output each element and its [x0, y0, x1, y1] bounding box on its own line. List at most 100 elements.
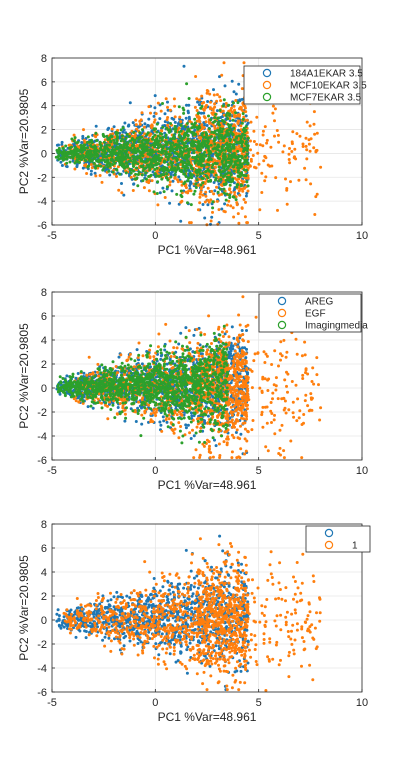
point	[304, 136, 308, 140]
point	[141, 139, 144, 143]
point	[290, 150, 294, 153]
point	[216, 117, 220, 120]
point	[86, 152, 90, 156]
point	[235, 185, 239, 189]
point	[246, 184, 250, 188]
legend-entry: MCF7EKAR 3.5	[290, 93, 362, 104]
point	[65, 374, 69, 378]
point	[237, 189, 241, 193]
point	[166, 123, 170, 127]
point	[215, 109, 219, 113]
point	[185, 148, 189, 152]
point	[211, 163, 215, 167]
point	[246, 189, 250, 193]
point	[193, 189, 197, 193]
point	[229, 204, 233, 208]
point	[140, 362, 144, 366]
point	[180, 150, 184, 154]
point	[163, 112, 167, 116]
point	[179, 219, 183, 223]
point	[86, 156, 90, 160]
point	[284, 177, 287, 181]
point	[59, 160, 63, 164]
point	[164, 155, 168, 159]
point	[206, 167, 210, 171]
point	[80, 141, 84, 144]
point	[81, 166, 85, 170]
point	[242, 186, 246, 190]
point	[233, 115, 237, 119]
point	[138, 119, 142, 123]
point	[94, 131, 98, 135]
point	[189, 189, 193, 193]
point	[193, 156, 197, 160]
point	[244, 114, 248, 118]
point	[173, 150, 177, 154]
point	[156, 180, 160, 184]
point	[236, 120, 240, 124]
point	[94, 164, 98, 168]
point	[209, 100, 212, 104]
point	[138, 156, 142, 160]
point	[232, 126, 236, 130]
point	[138, 122, 142, 126]
point	[215, 99, 219, 103]
point	[111, 145, 115, 149]
point	[215, 132, 219, 136]
point	[91, 145, 95, 149]
point	[90, 154, 93, 158]
point	[57, 146, 61, 150]
point	[127, 123, 131, 127]
point	[149, 174, 152, 178]
point	[219, 150, 223, 154]
point	[196, 147, 200, 151]
point	[189, 203, 193, 207]
point	[245, 118, 249, 122]
point	[131, 154, 135, 158]
point	[216, 222, 220, 226]
point	[186, 191, 190, 195]
point	[132, 182, 136, 186]
y-tick-label: -4	[37, 196, 47, 208]
x-tick-label: 0	[152, 230, 158, 242]
point	[217, 165, 221, 169]
point	[202, 167, 206, 171]
point	[230, 153, 234, 157]
point	[205, 91, 209, 95]
point	[165, 175, 169, 179]
point	[228, 188, 232, 192]
point	[235, 141, 239, 145]
point	[244, 125, 248, 128]
point	[192, 434, 196, 438]
y-tick-label: -6	[37, 220, 47, 232]
point	[194, 182, 198, 186]
point	[121, 130, 125, 134]
point	[228, 137, 231, 141]
point	[234, 92, 238, 96]
point	[128, 139, 132, 143]
point	[75, 165, 79, 169]
point	[161, 102, 164, 105]
point	[166, 121, 170, 125]
point	[120, 182, 123, 185]
point	[227, 125, 231, 129]
point	[76, 372, 80, 375]
point	[152, 127, 156, 131]
point	[165, 118, 169, 122]
point	[222, 187, 226, 191]
point	[208, 92, 212, 96]
point	[185, 82, 189, 86]
point	[221, 119, 225, 123]
point	[162, 173, 166, 177]
point	[198, 98, 201, 102]
point	[223, 173, 227, 177]
point	[312, 146, 316, 150]
point	[176, 180, 180, 184]
point	[205, 144, 208, 148]
point	[74, 376, 78, 380]
point	[236, 149, 240, 153]
point	[105, 134, 109, 138]
point	[249, 157, 253, 161]
point	[228, 193, 232, 197]
point	[174, 130, 178, 134]
